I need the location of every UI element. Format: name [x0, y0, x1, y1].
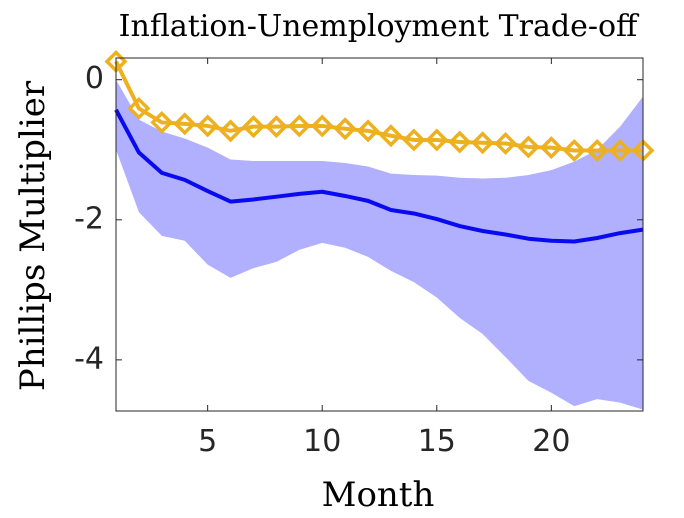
- diamond-marker: [585, 138, 609, 162]
- diamond-marker: [448, 130, 472, 154]
- diamond-marker: [310, 114, 334, 138]
- diamond-marker: [608, 138, 632, 162]
- diamond-marker: [562, 138, 586, 162]
- diamond-marker: [494, 131, 517, 155]
- y-tick-label: -2: [74, 201, 104, 236]
- diamond-marker: [539, 136, 563, 160]
- diamond-marker: [173, 112, 197, 136]
- axes-box: [115, 57, 644, 412]
- series-line: [114, 60, 643, 153]
- x-tick-label: 20: [532, 424, 570, 459]
- diamond-marker: [379, 124, 403, 148]
- x-axis-label: Month: [322, 475, 435, 515]
- x-tick-label: 5: [198, 424, 217, 459]
- diamond-marker: [196, 114, 220, 138]
- chart-title: Inflation-Unemployment Trade-off: [119, 9, 640, 44]
- diamond-marker: [150, 110, 174, 134]
- diamond-marker: [402, 128, 426, 152]
- diamond-marker: [471, 131, 495, 155]
- diamond-marker: [425, 128, 449, 152]
- y-tick-label: 0: [85, 61, 104, 96]
- diamond-marker: [219, 119, 243, 143]
- confidence-band: [116, 79, 643, 410]
- diamond-marker: [127, 96, 151, 120]
- diamond-marker: [242, 115, 265, 139]
- diamond-marker: [356, 119, 380, 143]
- y-tick-label: -4: [74, 341, 104, 376]
- series-line: [114, 108, 644, 244]
- x-tick-label: 15: [418, 424, 456, 459]
- diamond-marker: [287, 114, 311, 138]
- y-axis-label: Phillips Multiplier: [13, 80, 53, 391]
- x-tick-label: 10: [303, 424, 341, 459]
- diamond-marker: [516, 135, 540, 159]
- diamond-marker: [264, 115, 288, 139]
- diamond-marker: [333, 117, 357, 141]
